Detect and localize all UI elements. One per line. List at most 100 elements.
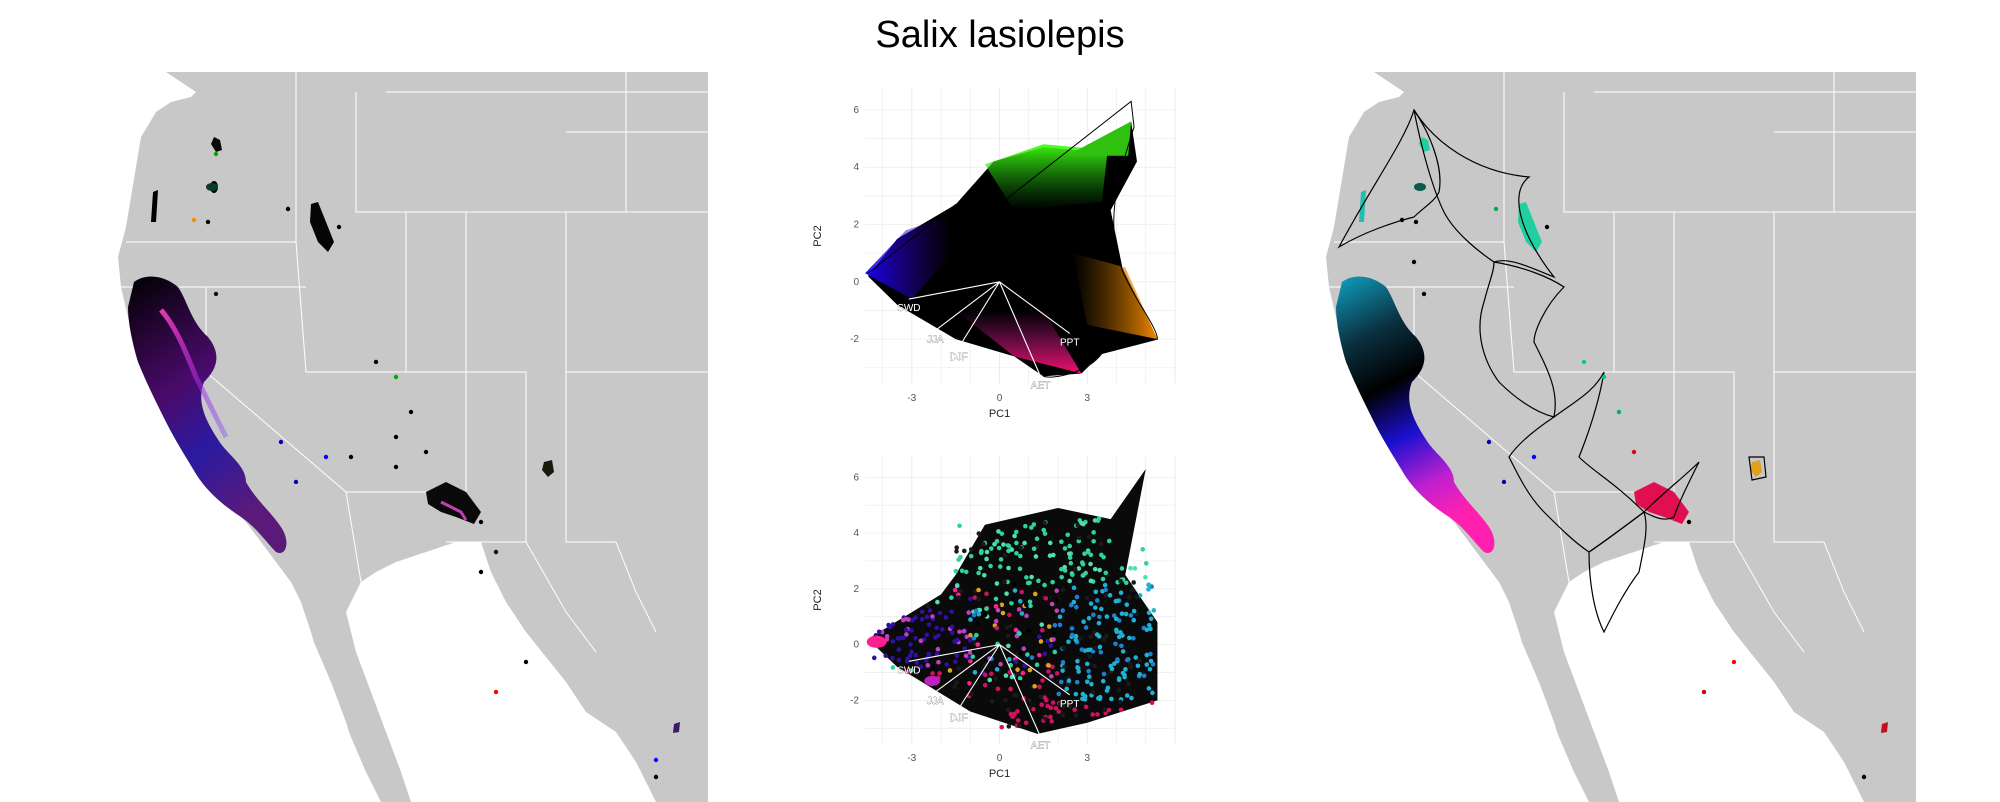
land-mass — [1304, 72, 1916, 802]
map-right-cluster-colors — [1304, 72, 1916, 802]
range-patch-idaho — [310, 202, 334, 252]
occurrence-point — [191, 217, 197, 223]
range-patch-nm — [542, 460, 554, 477]
y-tick-label: 6 — [853, 472, 859, 483]
occurrence-point — [1493, 206, 1499, 212]
loading-vector-label: DJF — [949, 352, 967, 363]
x-tick-label: 0 — [997, 393, 1003, 404]
occurrence-point — [653, 757, 659, 763]
occurrence-point — [1486, 439, 1492, 445]
map-left-continuous-colors — [96, 72, 708, 802]
y-tick-label: -2 — [850, 695, 859, 706]
range-patch — [1414, 183, 1426, 191]
y-tick-label: 4 — [853, 528, 859, 539]
occurrence-point — [1581, 359, 1587, 365]
land-mass — [96, 72, 708, 802]
axes: -3 0 3 -2 0 2 4 6 PC1 PC2 — [812, 472, 1090, 780]
y-tick-label: 2 — [853, 220, 859, 231]
loading-vector-label: AET — [1031, 741, 1050, 752]
y-tick-label: 6 — [853, 105, 859, 116]
loading-vector-line — [934, 281, 1000, 331]
loading-vector-line — [958, 644, 1000, 710]
climatic-hull-outlines — [1337, 108, 1767, 634]
species-range — [128, 137, 680, 733]
occurrence-point — [1531, 454, 1537, 460]
california-range — [1336, 276, 1495, 553]
occurrence-point — [1686, 519, 1692, 525]
occurrence-point — [523, 659, 529, 665]
x-axis-label: PC1 — [989, 768, 1010, 780]
loading-vector-label: JJA — [927, 335, 944, 346]
range-patch-mexico — [673, 722, 680, 733]
y-axis-label: PC2 — [812, 225, 824, 246]
occurrence-point — [1399, 217, 1405, 223]
y-tick-label: 0 — [853, 277, 859, 288]
loading-vector-line — [999, 281, 1071, 334]
range-patch — [206, 183, 218, 191]
y-tick-label: -2 — [850, 334, 859, 345]
pink-streak — [159, 308, 229, 439]
pca-point-cloud — [866, 468, 1158, 734]
loading-vector-line — [999, 644, 1071, 696]
y-axis-label: PC2 — [812, 589, 824, 610]
california-range — [128, 276, 287, 553]
loading-vector-line — [908, 281, 1000, 300]
occurrence-point — [393, 464, 399, 470]
loading-vector-line — [999, 281, 1041, 377]
loading-vector-label: DJF — [949, 713, 967, 724]
axes: -3 0 3 -2 0 2 4 6 PC1 PC2 — [812, 105, 1090, 420]
pca-hull-outline — [867, 100, 1158, 378]
pca-plot-top: SWD JJA DJF PPT AET -3 0 3 -2 0 2 4 6 PC1 PC2 — [812, 87, 1176, 420]
occurrence-point — [1631, 449, 1637, 455]
range-patch-mexico — [1881, 722, 1888, 733]
x-tick-label: -3 — [907, 753, 916, 764]
occurrence-point — [213, 151, 219, 157]
occurrence-point — [653, 774, 659, 780]
range-patch-oregon — [151, 190, 158, 222]
occurrence-point — [323, 454, 329, 460]
loading-vector-line — [934, 644, 1000, 693]
occurrence-point — [393, 374, 399, 380]
range-patch-wa — [211, 137, 222, 152]
occurrence-point — [1701, 689, 1707, 695]
range-streak-arizona — [440, 500, 468, 521]
scattered-occurrences — [1399, 206, 1867, 780]
occurrence-point — [423, 449, 429, 455]
occurrence-point — [493, 689, 499, 695]
occurrence-point — [478, 519, 484, 525]
occurrence-point — [1861, 774, 1867, 780]
loading-vector-label: SWD — [897, 303, 920, 314]
x-tick-label: 0 — [997, 753, 1003, 764]
occurrence-point — [336, 224, 342, 230]
loading-vector-line — [908, 644, 1000, 662]
figure-title: Salix lasiolepis — [875, 14, 1125, 56]
range-patch-wa — [1419, 137, 1430, 152]
loading-vector-label: PPT — [1060, 699, 1079, 710]
occurrence-point — [293, 479, 299, 485]
occurrence-point — [205, 219, 211, 225]
state-borders — [106, 72, 708, 763]
loading-vector-line — [958, 281, 1000, 349]
y-tick-label: 0 — [853, 640, 859, 651]
range-patch-arizona — [426, 482, 481, 524]
loading-vector-label: JJA — [927, 696, 944, 707]
pca-bottom-plot-area: SWD JJA DJF PPT AET -3 0 3 -2 0 2 4 6 PC1 PC2 — [812, 455, 1176, 780]
x-tick-label: 3 — [1084, 393, 1090, 404]
x-axis-label: PC1 — [989, 408, 1010, 420]
loading-vector-label: AET — [1031, 380, 1050, 391]
occurrence-point — [393, 434, 399, 440]
occurrence-point — [1413, 219, 1419, 225]
occurrence-point — [1411, 259, 1417, 265]
range-patch-nm — [1750, 460, 1762, 477]
loading-vectors: SWD JJA DJF PPT AET — [897, 644, 1080, 752]
x-tick-label: -3 — [907, 393, 916, 404]
x-tick-label: 3 — [1084, 753, 1090, 764]
occurrence-point — [1501, 479, 1507, 485]
occurrence-point — [1616, 409, 1622, 415]
occurrence-point — [408, 409, 414, 415]
loading-vector-line — [999, 644, 1041, 737]
occurrence-point — [213, 291, 219, 297]
range-patch-idaho — [1518, 202, 1542, 252]
scattered-occurrences — [191, 151, 659, 780]
occurrence-point — [493, 549, 499, 555]
